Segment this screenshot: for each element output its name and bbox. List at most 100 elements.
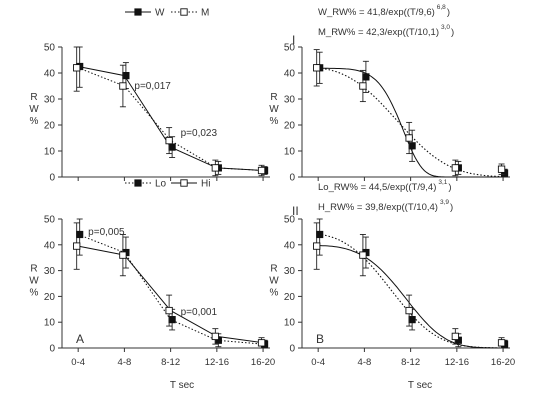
- roman-panel-label: II: [292, 204, 299, 218]
- chart-panel-bottom-right: 0 10 20 30 40 50 0-4 4-8 8-12 12-16 16-20 RW% T sec L…: [269, 179, 515, 391]
- y-tick-label: 30: [284, 95, 296, 106]
- x-tick-label: 0-4: [71, 357, 85, 368]
- y-tick-label: 0: [289, 344, 295, 355]
- y-tick-label: 50: [44, 43, 56, 54]
- p-value-annotation: p=0,001: [181, 307, 218, 318]
- series-Hi: [73, 222, 266, 349]
- data-point: [313, 64, 321, 72]
- y-axis-label: %: [270, 116, 279, 127]
- data-point: [168, 316, 176, 324]
- legend-label: Hi: [201, 179, 210, 190]
- data-point: [211, 332, 219, 341]
- y-tick-label: 0: [49, 173, 55, 184]
- y-axis-label: R: [270, 92, 277, 103]
- y-tick-label: 20: [44, 292, 56, 303]
- y-tick-label: 30: [44, 266, 56, 277]
- x-tick-label: 0-4: [311, 357, 325, 368]
- fit-equation: Lo_RW% = 44,5/exp((T/9,4) 3,1): [318, 179, 452, 193]
- y-axis-label: R: [30, 264, 37, 275]
- legend-label: M: [201, 8, 209, 19]
- y-axis-label: W: [269, 276, 279, 287]
- fit-equation: H_RW% = 39,8/exp((T/10,4) 3,9): [318, 199, 453, 213]
- data-point: [408, 316, 416, 324]
- y-tick-label: 10: [44, 318, 56, 329]
- y-axis-label: W: [29, 276, 39, 287]
- fit-curve-1: [318, 67, 504, 178]
- data-point: [257, 166, 266, 175]
- series-Lo: [316, 218, 509, 349]
- panel-letter-label: B: [316, 332, 324, 346]
- data-point: [76, 230, 84, 239]
- data-point: [257, 339, 266, 347]
- data-point: [211, 164, 219, 172]
- data-point: [316, 230, 324, 239]
- roman-panel-label: I: [292, 33, 295, 47]
- legend-marker: [134, 8, 142, 16]
- y-tick-label: 20: [284, 292, 296, 303]
- y-tick-label: 0: [49, 344, 55, 355]
- series-W: [316, 51, 509, 178]
- x-tick-label: 12-16: [445, 357, 469, 368]
- y-tick-label: 40: [44, 240, 56, 251]
- y-tick-label: 40: [284, 69, 296, 80]
- legend-marker: [134, 179, 142, 187]
- series-line: [78, 245, 264, 344]
- data-point: [451, 164, 459, 172]
- series-line: [78, 234, 264, 345]
- legend-marker: [180, 179, 188, 187]
- data-point: [165, 136, 173, 145]
- series-W: [76, 46, 269, 175]
- x-axis-label: T sec: [408, 380, 432, 391]
- y-tick-label: 0: [289, 173, 295, 184]
- data-point: [73, 64, 81, 72]
- legend-marker: [180, 8, 188, 16]
- data-point: [405, 134, 413, 142]
- fit-equation: W_RW% = 41,8/exp((T/9,6) 6,8): [318, 4, 450, 18]
- fit-curve-0: [318, 233, 504, 349]
- data-point: [359, 251, 367, 259]
- x-tick-label: 4-8: [358, 357, 372, 368]
- legend: Lo Hi: [125, 179, 210, 190]
- y-axis-label: %: [30, 288, 39, 299]
- p-value-annotation: p=0,023: [181, 128, 218, 139]
- data-point: [451, 332, 459, 341]
- x-tick-label: 4-8: [118, 357, 132, 368]
- series-M: [313, 49, 506, 177]
- y-tick-label: 20: [44, 121, 56, 132]
- y-axis-label: R: [30, 92, 37, 103]
- data-point: [497, 339, 506, 347]
- y-axis-label: %: [270, 288, 279, 299]
- y-tick-label: 20: [284, 121, 296, 132]
- legend-label: Lo: [155, 179, 167, 190]
- p-value-annotation: p=0,017: [134, 81, 171, 92]
- x-tick-label: 16-20: [251, 357, 275, 368]
- y-tick-label: 10: [284, 147, 296, 158]
- y-tick-label: 50: [284, 43, 296, 54]
- legend-label: W: [155, 8, 165, 19]
- data-point: [119, 82, 127, 90]
- data-point: [168, 143, 176, 151]
- x-tick-label: 8-12: [161, 357, 180, 368]
- fit-curve-1: [318, 245, 504, 349]
- y-tick-label: 50: [44, 215, 56, 226]
- y-axis-label: W: [269, 104, 279, 115]
- data-point: [362, 73, 370, 81]
- y-tick-label: 30: [44, 95, 56, 106]
- y-tick-label: 40: [284, 240, 296, 251]
- data-point: [408, 142, 416, 150]
- data-point: [313, 242, 321, 250]
- y-tick-label: 10: [44, 147, 56, 158]
- data-point: [165, 306, 173, 315]
- data-point: [122, 72, 130, 80]
- x-tick-label: 16-20: [491, 357, 515, 368]
- data-point: [119, 251, 127, 259]
- y-axis-label: W: [29, 104, 39, 115]
- series-line: [78, 67, 264, 171]
- series-M: [73, 46, 266, 177]
- chart-panel-top-right: 0 10 20 30 40 50 RW% W_RW% = 41,8/exp((T/9,6) 6,…: [269, 4, 510, 184]
- data-point: [359, 82, 367, 90]
